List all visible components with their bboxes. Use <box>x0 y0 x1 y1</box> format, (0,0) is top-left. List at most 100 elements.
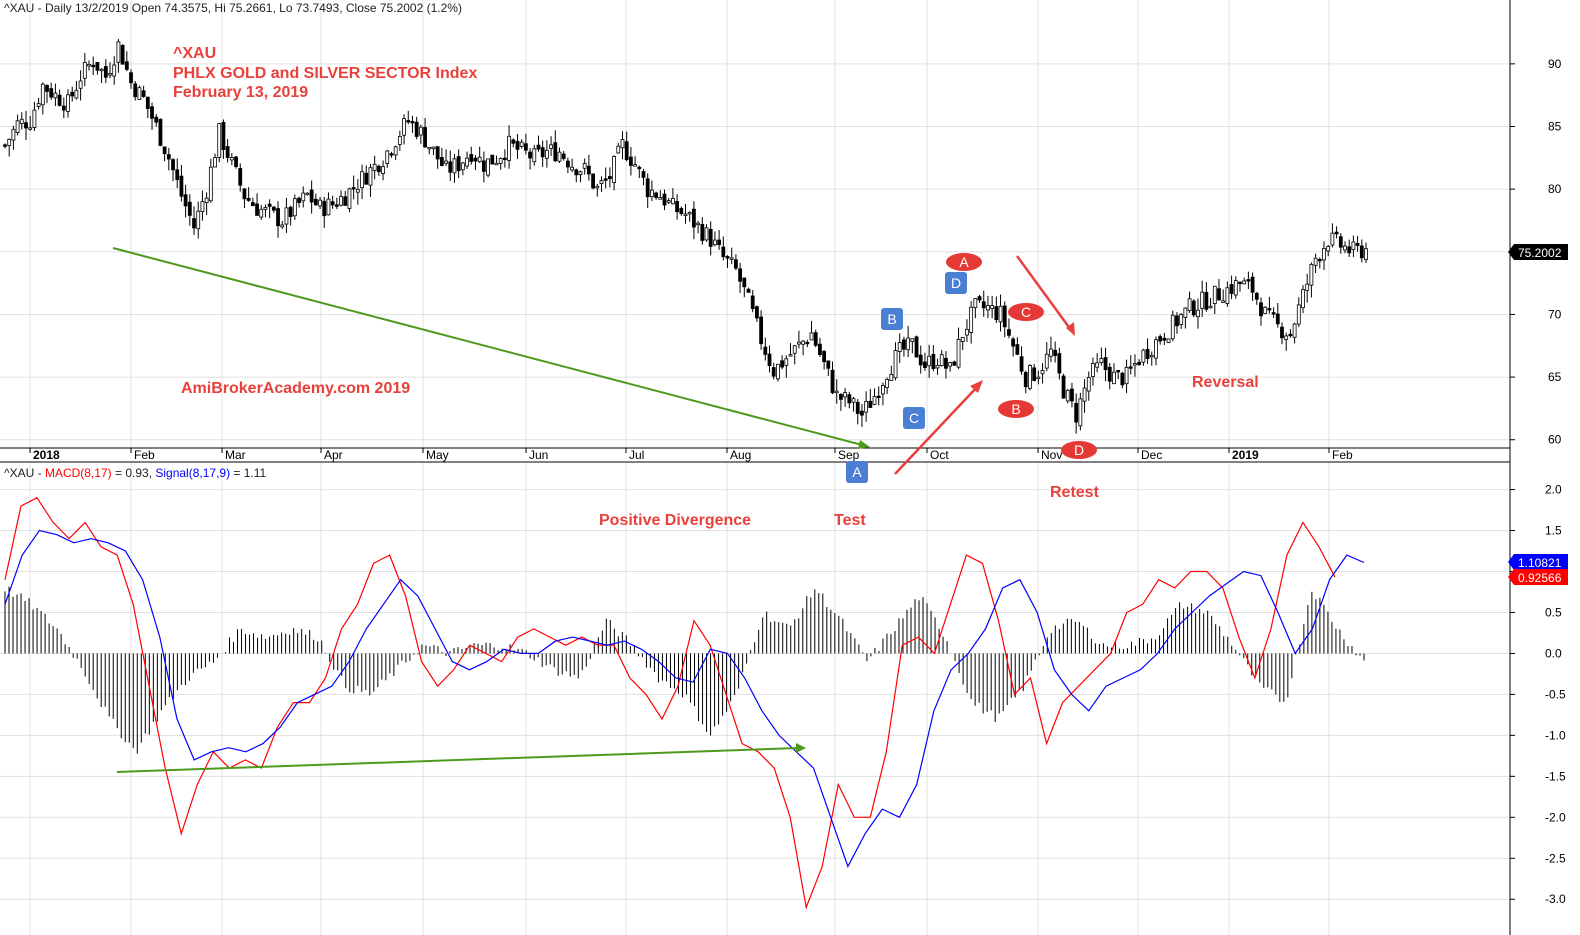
candle-body <box>897 342 902 352</box>
candle-body <box>1225 287 1230 304</box>
candle-body <box>591 173 595 189</box>
candle-body <box>557 151 562 162</box>
title-line-2: PHLX GOLD and SILVER SECTOR Index <box>173 65 477 82</box>
candle-body <box>1049 348 1053 357</box>
candle-body <box>70 91 75 97</box>
candle-body <box>200 201 205 212</box>
candle-body <box>108 73 112 76</box>
candle-body <box>1263 306 1268 314</box>
candle-body <box>1359 245 1364 259</box>
candle-body <box>1095 362 1100 368</box>
candle-body <box>133 83 138 98</box>
candle-body <box>116 41 121 63</box>
candle-body <box>208 166 213 202</box>
candle-body <box>1023 372 1028 388</box>
macd-header-macd-value: = 0.93, <box>112 466 156 480</box>
price-pane[interactable] <box>0 0 1510 448</box>
candle-body <box>204 197 209 204</box>
candle-body <box>368 167 373 186</box>
candle-body <box>965 329 969 336</box>
candle-body <box>196 210 201 230</box>
candle-body <box>515 140 520 150</box>
candle-body <box>1183 307 1188 318</box>
candle-body <box>217 123 222 158</box>
candle-body <box>112 64 117 77</box>
candle-body <box>742 277 747 288</box>
candle-body <box>150 106 154 119</box>
candle-body <box>872 396 877 405</box>
candle-body <box>1317 258 1322 262</box>
month-label: Nov <box>1041 448 1062 462</box>
macd-tick-label: 0.5 <box>1545 605 1562 619</box>
candle-body <box>582 163 587 169</box>
test-label: Test <box>834 512 866 529</box>
candle-body <box>1275 313 1280 325</box>
candle-body <box>486 158 490 176</box>
candle-body <box>355 189 360 193</box>
candle-body <box>1343 245 1347 251</box>
candle-body <box>347 188 352 209</box>
candle-body <box>1326 246 1331 252</box>
candle-body <box>263 207 268 210</box>
candle-body <box>1221 300 1226 303</box>
candle-body <box>746 288 751 293</box>
candle-body <box>1280 326 1284 339</box>
candle-body <box>444 160 448 164</box>
candle-body <box>788 354 793 357</box>
candle-body <box>847 394 852 404</box>
candle-body <box>1175 315 1179 327</box>
candle-body <box>267 203 272 207</box>
candle-body <box>1074 402 1079 423</box>
candle-body <box>406 120 411 123</box>
candle-body <box>721 246 726 258</box>
candle-body <box>1057 353 1062 374</box>
positive-divergence-label: Positive Divergence <box>599 512 751 529</box>
candle-body <box>927 355 932 367</box>
candle-body <box>1019 356 1024 372</box>
red-marker-b-label: B <box>1011 401 1020 417</box>
candle-body <box>1124 366 1129 385</box>
candle-body <box>939 354 944 367</box>
candle-body <box>376 165 381 173</box>
candle-body <box>851 398 856 403</box>
candle-body <box>855 401 860 414</box>
candle-body <box>288 206 293 218</box>
candle-body <box>1120 372 1125 386</box>
candle-body <box>624 141 629 161</box>
month-label: Jul <box>629 448 644 462</box>
candle-body <box>528 151 532 159</box>
red-marker-c: C <box>1008 303 1044 321</box>
candle-body <box>103 66 108 78</box>
candle-body <box>813 332 818 346</box>
candle-body <box>519 141 524 147</box>
candle-body <box>1107 366 1112 382</box>
candle-body <box>649 189 654 198</box>
candle-body <box>410 121 415 124</box>
candle-body <box>708 228 713 247</box>
blue-marker-c-label: C <box>909 410 919 426</box>
candle-body <box>1212 285 1217 305</box>
candle-body <box>1044 353 1049 369</box>
candle-body <box>1141 349 1146 363</box>
candle-body <box>595 186 600 189</box>
candle-body <box>238 168 243 186</box>
candle-body <box>923 361 927 368</box>
candle-body <box>381 166 385 174</box>
candle-body <box>553 142 558 162</box>
candle-body <box>1065 389 1070 402</box>
red-marker-d: D <box>1061 441 1097 459</box>
candle-body <box>1313 257 1318 266</box>
candle-body <box>544 149 549 159</box>
candle-body <box>87 64 91 67</box>
candle-body <box>1028 365 1032 389</box>
candle-body <box>141 90 146 97</box>
candle-body <box>276 208 280 227</box>
last-price-tag-text: 75.2002 <box>1518 246 1562 260</box>
candle-body <box>603 178 608 181</box>
candle-body <box>1191 300 1196 316</box>
candle-body <box>498 158 503 164</box>
candle-body <box>183 194 188 207</box>
candle-body <box>1007 329 1011 336</box>
price-tick-label: 80 <box>1548 182 1562 196</box>
candle-body <box>734 259 738 269</box>
